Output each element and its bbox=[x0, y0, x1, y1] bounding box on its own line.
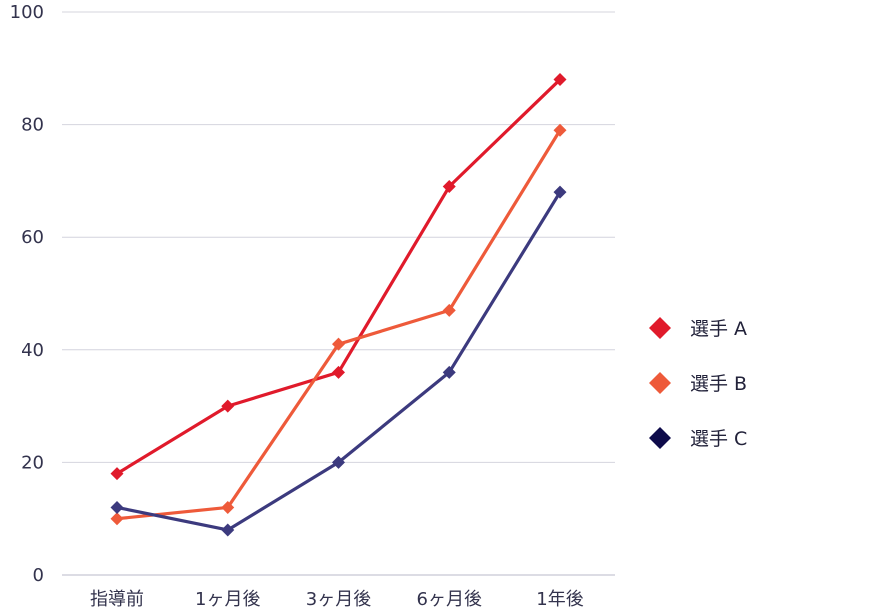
y-tick-label: 20 bbox=[21, 452, 44, 473]
y-tick-label: 80 bbox=[21, 115, 44, 136]
data-point bbox=[110, 500, 124, 514]
x-tick-label: 指導前 bbox=[90, 589, 144, 610]
data-point bbox=[221, 500, 235, 514]
legend-marker bbox=[649, 372, 671, 394]
legend-label: 選手 C bbox=[690, 428, 747, 450]
y-axis-ticks: 0 20 40 60 80 100 bbox=[10, 2, 44, 586]
series-line bbox=[115, 190, 562, 532]
data-point bbox=[332, 365, 345, 379]
series-layer bbox=[110, 73, 567, 537]
legend-marker bbox=[649, 317, 671, 339]
y-tick-label: 40 bbox=[21, 340, 44, 361]
data-point bbox=[442, 180, 456, 194]
data-point bbox=[110, 467, 124, 481]
data-point bbox=[221, 523, 235, 537]
series-line bbox=[115, 77, 562, 476]
x-axis-ticks: 指導前 1ヶ月後 3ヶ月後 6ヶ月後 1年後 bbox=[90, 589, 584, 610]
data-point bbox=[553, 185, 567, 199]
x-tick-label: 1年後 bbox=[536, 589, 583, 610]
data-point bbox=[553, 123, 567, 137]
legend-label: 選手 B bbox=[690, 373, 747, 395]
data-point bbox=[553, 73, 567, 87]
data-point bbox=[442, 303, 456, 317]
x-tick-label: 3ヶ月後 bbox=[306, 589, 371, 610]
y-tick-label: 100 bbox=[10, 2, 44, 23]
data-point bbox=[110, 512, 124, 526]
y-tick-label: 0 bbox=[33, 565, 44, 586]
legend-label: 選手 A bbox=[690, 318, 747, 340]
gridlines bbox=[62, 11, 615, 576]
y-tick-label: 60 bbox=[21, 227, 44, 248]
x-tick-label: 1ヶ月後 bbox=[195, 589, 260, 610]
legend: 選手 A 選手 B 選手 C bbox=[649, 317, 747, 450]
x-tick-label: 6ヶ月後 bbox=[417, 589, 482, 610]
data-point bbox=[221, 399, 235, 413]
legend-marker bbox=[649, 427, 671, 449]
data-point bbox=[442, 365, 456, 379]
data-point bbox=[332, 455, 345, 469]
data-point bbox=[332, 337, 345, 351]
